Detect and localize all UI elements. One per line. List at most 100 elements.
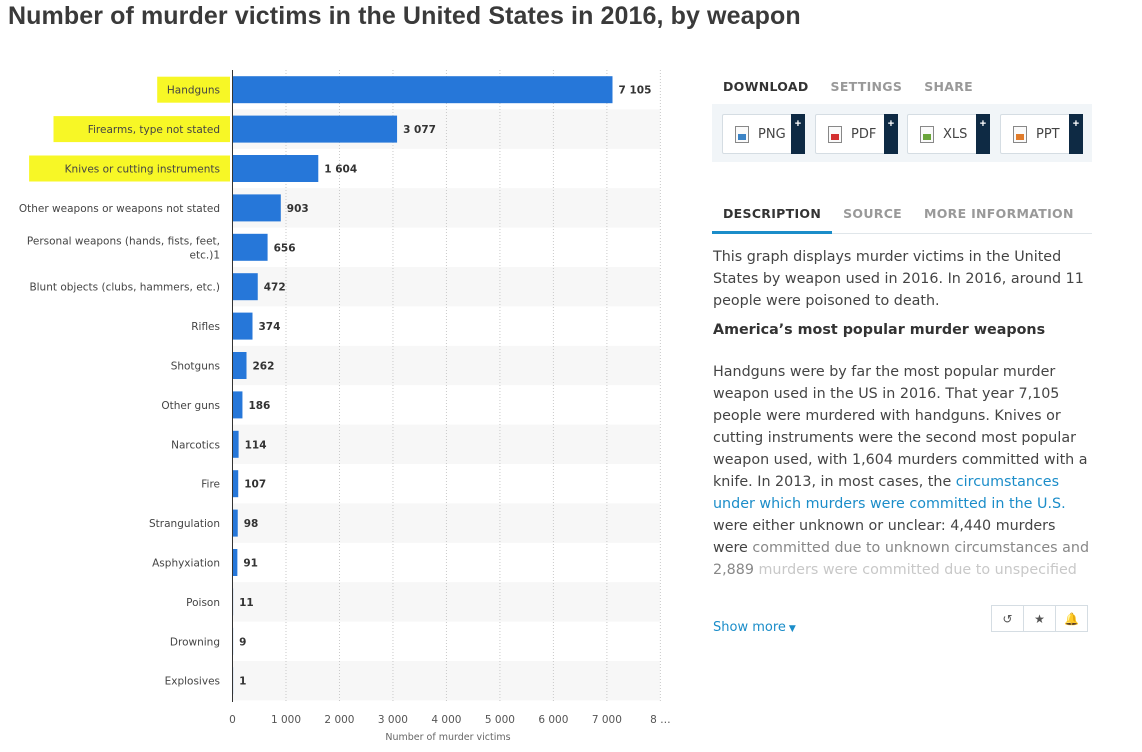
circumstances-link[interactable]: circumstances under which murders were c…	[713, 474, 1066, 512]
description-text: This graph displays murder victims in th…	[713, 246, 1093, 581]
bar-narcotics	[232, 430, 239, 458]
bell-icon: 🔔	[1064, 611, 1079, 626]
x-tick-label: 5 000	[485, 714, 515, 726]
download-ppt-button[interactable]: PPT +	[1000, 114, 1083, 154]
value-label: 114	[245, 439, 267, 451]
description-text-run: were either unknown or unclear: 4,440 mu…	[713, 518, 1056, 556]
category-label: Strangulation	[149, 518, 220, 530]
bar-knives-or-cutting-instruments	[232, 155, 319, 182]
download-png-label: PNG	[758, 126, 786, 142]
highlight-mark	[157, 76, 230, 103]
value-label: 3 077	[403, 124, 436, 136]
page-title: Number of murder victims in the United S…	[8, 2, 801, 30]
tab-settings[interactable]: SETTINGS	[830, 79, 903, 94]
description-heading: America’s most popular murder weapons	[713, 322, 1046, 338]
category-label: Poison	[186, 597, 220, 609]
bar-other-weapons-or-weapons-not-stated	[232, 194, 281, 222]
value-label: 11	[239, 597, 254, 609]
bar-blunt-objects-clubs-hammers-etc	[232, 273, 258, 301]
download-png-button[interactable]: PNG +	[722, 114, 805, 154]
value-label: 1 604	[324, 164, 357, 176]
description-paragraph: This graph displays murder victims in th…	[713, 249, 1084, 309]
category-label: Personal weapons (hands, fists, feet,	[27, 235, 220, 247]
category-label: Explosives	[165, 676, 220, 688]
info-tabs: DESCRIPTION SOURCE MORE INFORMATION	[712, 206, 1092, 234]
bar-asphyxiation	[232, 549, 238, 576]
category-label: Asphyxiation	[152, 558, 220, 570]
x-tick-label: 0	[229, 714, 236, 726]
history-button[interactable]: ↺	[991, 605, 1024, 632]
download-panel: PNG + PDF + XLS + PPT +	[712, 104, 1092, 162]
tab-more-information[interactable]: MORE INFORMATION	[924, 206, 1074, 221]
plus-icon[interactable]: +	[884, 114, 898, 154]
value-label: 9	[239, 636, 246, 648]
value-label: 7 105	[619, 85, 652, 97]
highlight-mark	[29, 155, 230, 182]
x-tick-label: 1 000	[271, 714, 301, 726]
value-label: 262	[253, 361, 275, 373]
x-axis-title: Number of murder victims	[385, 732, 510, 743]
category-label: Handguns	[167, 85, 220, 97]
tab-description[interactable]: DESCRIPTION	[712, 206, 833, 234]
category-label: Fire	[201, 479, 220, 491]
download-pdf-label: PDF	[851, 126, 877, 142]
category-label: Rifles	[191, 321, 220, 333]
download-xls-button[interactable]: XLS +	[907, 114, 990, 154]
description-paragraph: Handguns were by far the most popular mu…	[713, 361, 1093, 581]
history-icon: ↺	[1002, 611, 1013, 626]
xls-file-icon	[920, 125, 934, 143]
category-label: Firearms, type not stated	[88, 124, 220, 136]
bar-other-guns	[232, 391, 243, 419]
bar-rifles	[232, 312, 253, 340]
x-tick-label: 3 000	[378, 714, 408, 726]
plus-icon[interactable]: +	[791, 114, 805, 154]
download-xls-label: XLS	[943, 126, 968, 142]
category-label: Shotguns	[171, 361, 220, 373]
highlight-mark	[53, 116, 230, 143]
value-label: 374	[259, 321, 281, 333]
tab-download[interactable]: DOWNLOAD	[712, 79, 820, 107]
x-tick-label: 2 000	[324, 714, 354, 726]
x-tick-label: 6 000	[538, 714, 568, 726]
download-tabs: DOWNLOAD SETTINGS SHARE	[712, 79, 1092, 107]
category-label: Knives or cutting instruments	[65, 164, 220, 176]
bar-strangulation	[232, 509, 238, 537]
value-label: 186	[248, 400, 270, 412]
description-text-run: Handguns were by far the most popular mu…	[713, 364, 1088, 490]
x-tick-label: 8 …	[650, 714, 671, 726]
bar-personal-weapons-hands-fists-feet-etc-1	[232, 233, 268, 261]
description-faded-text: committed due to unknown circumstances a…	[713, 540, 1090, 578]
pdf-file-icon	[828, 125, 842, 143]
show-more-label: Show more	[713, 620, 786, 635]
category-label: Other weapons or weapons not stated	[19, 203, 220, 215]
action-buttons: ↺ ★ 🔔	[991, 605, 1088, 632]
x-tick-label: 7 000	[592, 714, 622, 726]
star-icon: ★	[1034, 611, 1045, 626]
bar-shotguns	[232, 352, 247, 379]
value-label: 107	[244, 479, 266, 491]
value-label: 91	[243, 558, 258, 570]
category-label: Narcotics	[171, 439, 220, 451]
value-label: 1	[239, 676, 246, 688]
x-tick-label: 4 000	[431, 714, 461, 726]
favorite-button[interactable]: ★	[1023, 605, 1056, 632]
png-file-icon	[735, 125, 749, 143]
plus-icon[interactable]: +	[1069, 114, 1083, 154]
ppt-file-icon	[1013, 125, 1027, 143]
download-pdf-button[interactable]: PDF +	[815, 114, 898, 154]
category-label: Blunt objects (clubs, hammers, etc.)	[29, 282, 220, 294]
category-label: Drowning	[170, 636, 220, 648]
notification-button[interactable]: 🔔	[1055, 605, 1088, 632]
tab-share[interactable]: SHARE	[924, 79, 973, 94]
value-label: 98	[244, 518, 259, 530]
caret-down-icon: ▼	[788, 624, 796, 634]
category-label: Other guns	[161, 400, 220, 412]
bar-fire	[232, 470, 239, 498]
category-label: etc.)1	[190, 249, 220, 261]
show-more-button[interactable]: Show more ▼	[713, 620, 796, 635]
bar-handguns	[232, 76, 613, 104]
tab-source[interactable]: SOURCE	[843, 206, 903, 221]
row-background	[232, 188, 660, 228]
value-label: 472	[264, 282, 286, 294]
plus-icon[interactable]: +	[976, 114, 990, 154]
